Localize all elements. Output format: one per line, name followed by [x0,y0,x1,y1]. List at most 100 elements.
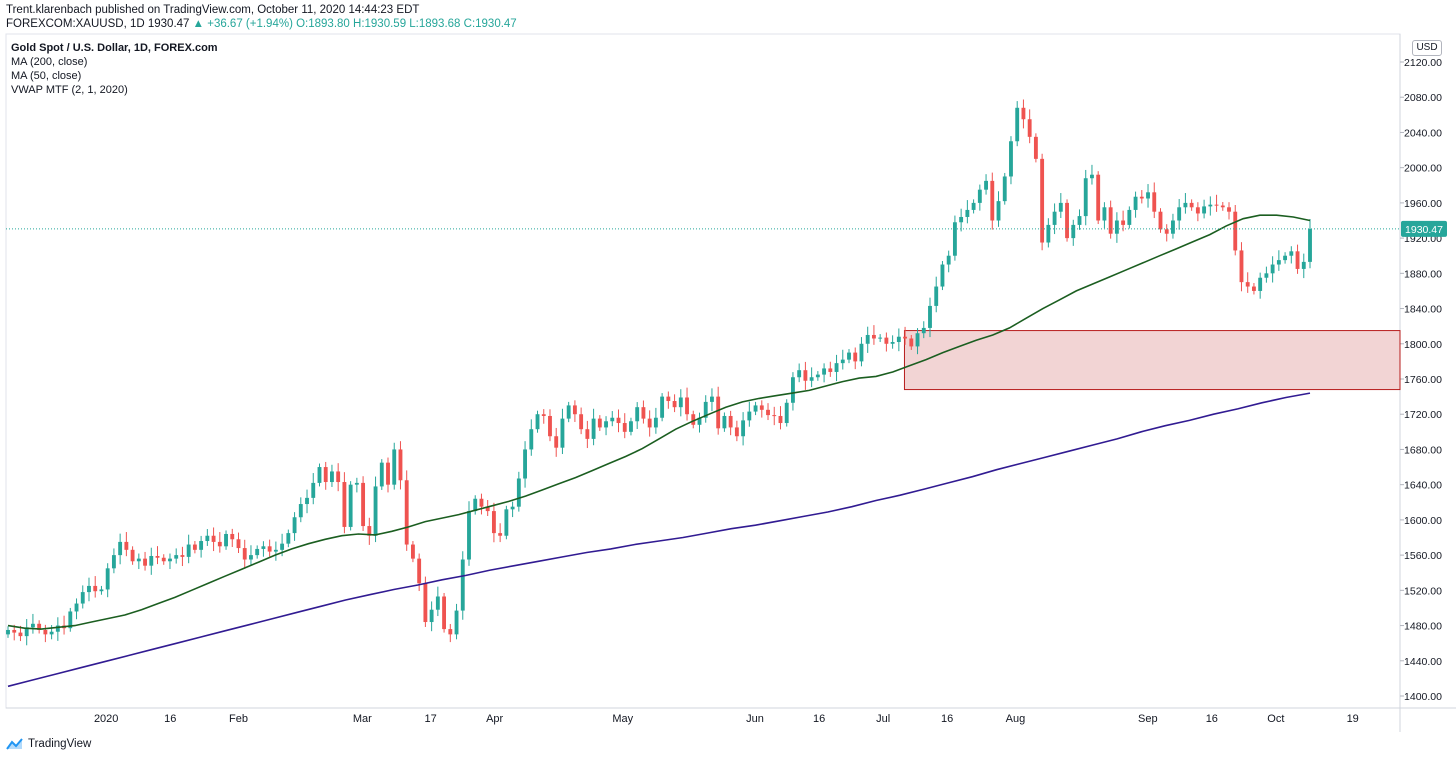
candle-body [6,629,10,635]
candle-body [1058,202,1063,212]
candle-body [641,407,646,419]
support-zone [903,330,1401,391]
currency-button[interactable]: USD [1412,40,1442,56]
candle-body [977,189,982,203]
candle-body [18,632,23,637]
candle-body [1276,260,1281,265]
candle-body [367,526,372,536]
candle-body [691,414,696,425]
candle-body [678,397,683,408]
candle-body [80,592,85,604]
ohlc-values: O:1893.80 H:1930.59 L:1893.68 C:1930.47 [296,18,517,30]
candle-body [43,629,48,635]
candle-body [1009,141,1013,177]
candle-body [1033,136,1038,159]
tradingview-logo[interactable]: TradingView [6,738,91,750]
y-tick-label: 1960.00 [1404,198,1442,210]
candle-body [217,541,222,547]
candle-body [1189,202,1194,208]
ohlc-line: FOREXCOM:XAUUSD, 1D 1930.47 ▲ +36.67 (+1… [6,18,517,30]
candle-body [49,631,54,635]
candle-body [616,417,621,424]
candle-body [890,342,895,344]
candle-body [766,409,770,416]
candle-body [1227,207,1231,212]
candle-body [871,334,876,339]
candle-body [1083,178,1088,217]
candle-body [803,370,808,381]
candle-body [161,557,166,562]
candle-body [1245,282,1250,287]
x-tick-label: Sep [1138,713,1158,725]
candle-body [685,397,689,415]
candle-body [952,222,957,256]
candle-body [535,414,540,430]
candle-body [1146,192,1150,199]
candle-body [255,548,260,556]
candle-body [1040,158,1045,243]
candle-body [261,546,266,549]
candle-body [136,558,141,562]
candle-body [485,506,490,512]
candle-body [392,449,397,485]
candle-body [1052,211,1057,225]
candle-body [747,411,752,421]
candle-body [118,541,123,556]
x-tick-label: Mar [353,713,372,725]
candle-body [847,352,851,360]
candle-body [903,336,908,339]
candle-body [230,533,235,540]
candle-body [68,611,73,629]
candle-body [959,216,964,223]
candle-body [467,511,471,560]
candle-body [579,414,584,430]
legend-ma200[interactable]: MA (200, close) [11,56,88,68]
candle-body [305,497,309,505]
candle-body [1208,204,1213,207]
candle-body [1002,176,1007,202]
y-tick-label: 1440.00 [1404,656,1442,668]
legend-title: Gold Spot / U.S. Dollar, 1D, FOREX.com [11,42,218,54]
candle-body [753,405,758,412]
candle-body [1258,277,1263,291]
candle-body [965,209,970,217]
candle-body [703,401,708,418]
candle-body [815,374,820,378]
candle-body [1270,264,1275,274]
candle-body [1195,207,1200,214]
x-tick-label: 16 [1206,713,1218,725]
candle-body [529,429,534,450]
candle-body [710,396,714,402]
legend-ma50[interactable]: MA (50, close) [11,70,82,82]
candle-body [317,467,322,483]
legend-vwap[interactable]: VWAP MTF (2, 1, 2020) [11,84,128,96]
candle-body [791,377,795,403]
candle-body [572,405,577,415]
candle-body [971,202,976,210]
y-tick-label: 1760.00 [1404,374,1442,386]
candle-body [1071,224,1076,239]
candle-body [1177,207,1182,221]
x-tick-label: Aug [1006,713,1026,725]
x-tick-label: Jul [876,713,890,725]
candle-body [435,596,440,610]
candle-body [759,405,764,410]
candle-body [504,509,509,536]
candle-body [1202,206,1207,214]
candle-body [653,417,658,428]
candle-body [199,541,204,550]
candle-body [149,555,154,566]
candle-body [354,482,359,485]
candle-body [37,623,42,630]
candle-body [323,467,328,483]
candle-body [778,415,783,424]
candle-body [878,337,883,339]
x-tick-label: May [612,713,633,725]
candle-body [1183,202,1188,208]
candle-body [155,555,160,558]
candle-body [74,603,79,612]
candle-body [236,539,241,549]
candle-body [716,396,721,429]
candle-body [1164,229,1169,234]
